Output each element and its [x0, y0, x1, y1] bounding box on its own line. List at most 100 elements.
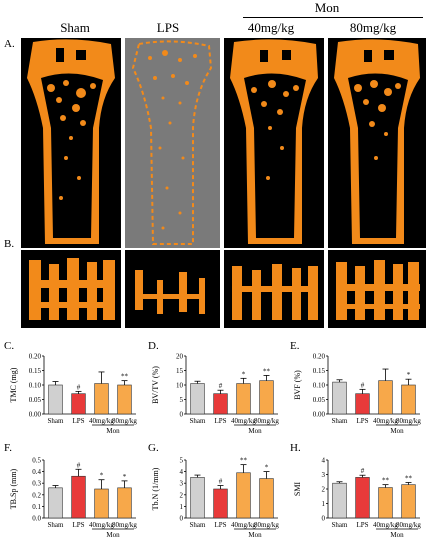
y-axis-label: BVF (%) — [293, 370, 302, 400]
y-tick-label: 0 — [180, 411, 184, 419]
group-label: Mon — [390, 427, 404, 435]
bar — [401, 484, 416, 519]
bar — [355, 477, 370, 519]
y-axis-label: Tb.N (1/mm) — [151, 467, 160, 510]
micro-ct-sham-section — [21, 250, 121, 328]
y-tick-label: 0.2 — [32, 491, 41, 499]
x-tick-label: 80mg/kg — [396, 417, 421, 425]
chart-tb-n: Tb.N (1/mm) 0 1 2 3 4 5 Sham # LPS ** 40mg/kg * 80mg/… — [151, 457, 279, 540]
x-tick-label: 80mg/kg — [112, 521, 137, 529]
y-tick-label: 4 — [180, 468, 184, 476]
bar — [378, 487, 393, 519]
bar — [190, 477, 205, 519]
significance-mark: * — [123, 473, 127, 481]
chart-bv-tv: BV/TV (%) 0 5 10 15 20 Sham # LPS * 40mg/kg ** 80mg/… — [151, 353, 279, 436]
y-tick-label: 0.15 — [313, 367, 326, 375]
bar — [259, 380, 274, 415]
micro-ct-mon80-section — [328, 250, 426, 328]
panel-label-a: A. — [4, 38, 15, 50]
significance-mark: * — [100, 472, 104, 480]
x-tick-label: 80mg/kg — [112, 417, 137, 425]
panel-label-g: G. — [148, 442, 159, 454]
y-tick-label: 0.1 — [32, 503, 41, 511]
bar — [236, 383, 251, 415]
x-tick-label: Sham — [190, 417, 207, 425]
x-tick-label: 40mg/kg — [89, 417, 114, 425]
significance-mark: # — [361, 381, 365, 389]
significance-mark: # — [219, 478, 223, 486]
bar — [48, 384, 63, 415]
significance-mark: * — [407, 371, 411, 379]
bar — [94, 383, 109, 415]
micro-ct-mon80-longitudinal — [328, 38, 426, 248]
chart-smi: SMI 0 1 2 3 4 Sham # LPS ** 40mg/kg ** 80mg/kg Mon — [293, 457, 421, 540]
bar — [259, 478, 274, 519]
bar — [332, 482, 347, 519]
x-tick-label: 80mg/kg — [254, 417, 279, 425]
bar — [94, 488, 109, 519]
x-tick-label: Sham — [190, 521, 207, 529]
y-tick-label: 2 — [322, 486, 326, 494]
header-mon-label: Mon — [314, 0, 340, 15]
y-tick-label: 0.3 — [32, 480, 41, 488]
panel-label-e: E. — [290, 340, 300, 352]
significance-mark: ** — [405, 474, 413, 482]
micro-ct-mon40-section — [224, 250, 324, 328]
y-axis-label: TMC (mg) — [9, 367, 18, 402]
x-tick-label: LPS — [214, 417, 226, 425]
y-tick-label: 10 — [176, 382, 184, 390]
x-tick-label: Sham — [48, 521, 65, 529]
header-col-lps: LPS — [156, 20, 180, 35]
significance-mark: ** — [263, 367, 271, 375]
x-tick-label: LPS — [214, 521, 226, 529]
chart-bvf: BVF (%) 0.00 0.05 0.10 0.15 0.20 Sham # LPS 40mg/… — [293, 353, 421, 436]
y-tick-label: 5 — [180, 396, 184, 404]
y-tick-label: 3 — [322, 471, 326, 479]
significance-mark: # — [77, 383, 81, 391]
y-tick-label: 2 — [180, 491, 184, 499]
header-col-sham: Sham — [60, 20, 90, 35]
bar — [213, 488, 228, 519]
y-axis-label: TB.Sp (mm) — [9, 468, 18, 509]
micro-ct-lps-section — [125, 250, 220, 328]
y-tick-label: 0.05 — [29, 396, 42, 404]
x-tick-label: Sham — [48, 417, 65, 425]
y-tick-label: 1 — [180, 503, 184, 511]
panel-label-f: F. — [4, 442, 12, 454]
y-tick-label: 1 — [322, 500, 326, 508]
y-tick-label: 0.10 — [313, 382, 326, 390]
bar — [190, 383, 205, 415]
header-mon-bracket — [243, 17, 423, 18]
group-label: Mon — [248, 531, 262, 539]
y-tick-label: 0.0 — [32, 515, 41, 523]
header-col-40: 40mg/kg — [247, 20, 295, 35]
x-tick-label: Sham — [332, 521, 349, 529]
group-label: Mon — [390, 531, 404, 539]
panel-label-c: C. — [4, 340, 15, 352]
significance-mark: ** — [121, 373, 129, 381]
x-tick-label: 40mg/kg — [373, 521, 398, 529]
x-tick-label: Sham — [332, 417, 349, 425]
micro-ct-sham-longitudinal — [21, 38, 121, 248]
x-tick-label: LPS — [72, 417, 84, 425]
bar — [213, 393, 228, 415]
significance-mark: ** — [382, 477, 390, 485]
y-tick-label: 0.05 — [313, 396, 326, 404]
bar — [117, 384, 132, 415]
significance-mark: * — [242, 370, 246, 378]
x-tick-label: 80mg/kg — [254, 521, 279, 529]
significance-mark: # — [219, 382, 223, 390]
x-tick-label: LPS — [356, 521, 368, 529]
significance-mark: # — [77, 461, 81, 469]
bar — [378, 380, 393, 415]
group-label: Mon — [106, 427, 120, 435]
bar — [117, 487, 132, 519]
y-tick-label: 0.10 — [29, 382, 42, 390]
x-tick-label: 40mg/kg — [231, 417, 256, 425]
y-tick-label: 0.15 — [29, 367, 42, 375]
y-tick-label: 3 — [180, 480, 184, 488]
y-tick-label: 0.00 — [29, 411, 42, 419]
bar — [355, 393, 370, 415]
panel-label-b: B. — [4, 238, 15, 250]
x-tick-label: LPS — [356, 417, 368, 425]
